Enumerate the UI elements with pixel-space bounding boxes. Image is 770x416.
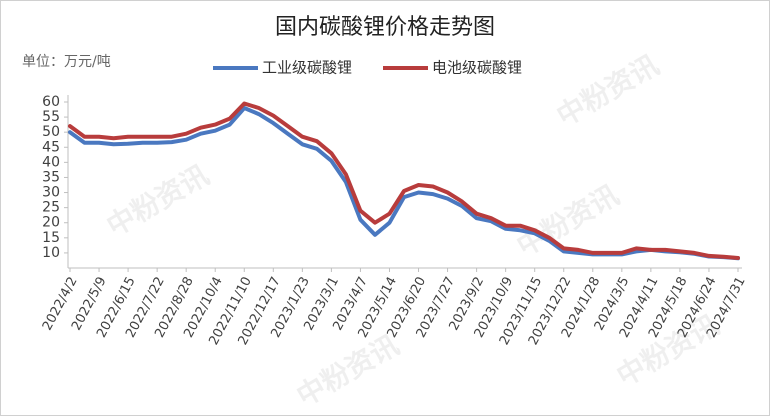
legend-label: 电池级碳酸锂 (432, 59, 522, 77)
y-tick-label: 60 (42, 94, 60, 110)
unit-label: 单位：万元/吨 (22, 54, 111, 70)
y-tick-label: 10 (42, 245, 60, 261)
y-tick-label: 15 (42, 230, 60, 246)
y-tick-label: 35 (42, 169, 60, 185)
y-tick-label: 45 (42, 139, 60, 155)
chart-title: 国内碳酸锂价格走势图 (275, 15, 495, 40)
y-tick-label: 40 (42, 154, 60, 170)
y-tick-label: 25 (42, 200, 60, 216)
y-tick-label: 20 (42, 215, 60, 231)
legend-label: 工业级碳酸锂 (262, 59, 352, 77)
y-tick-label: 30 (42, 185, 60, 201)
series-line (68, 101, 740, 260)
y-tick-label: 55 (42, 109, 60, 125)
y-tick-label: 50 (42, 124, 60, 140)
